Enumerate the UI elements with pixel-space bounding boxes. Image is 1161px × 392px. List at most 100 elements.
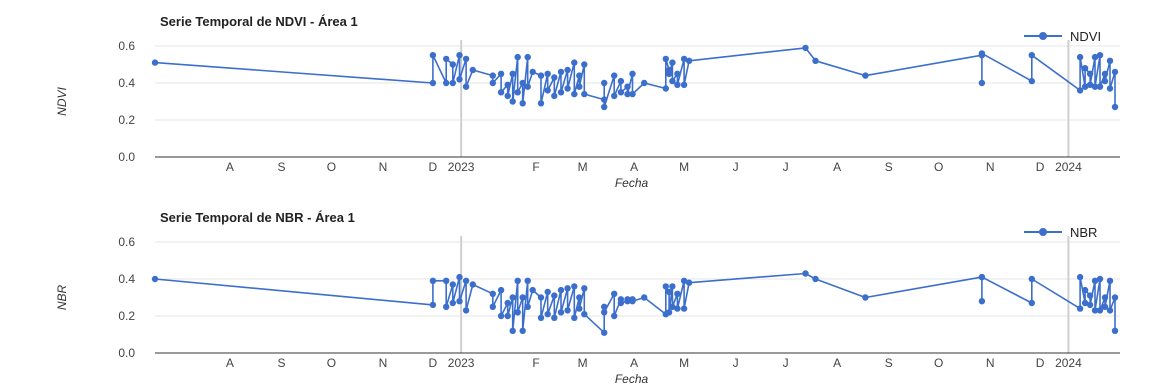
nbr-data-point (624, 296, 631, 303)
nbr-x-tick-label: M (679, 356, 689, 370)
ndvi-x-tick-label: D (429, 160, 438, 174)
ndvi-data-point (504, 81, 511, 89)
ndvi-data-point (544, 87, 551, 94)
nbr-data-point (519, 294, 526, 301)
ndvi-x-tick-label: A (630, 160, 638, 174)
ndvi-data-point (497, 70, 505, 78)
nbr-data-point (1091, 307, 1099, 314)
ndvi-x-tick-label: J (733, 160, 739, 174)
ndvi-x-tick-label: O (327, 160, 336, 174)
ndvi-data-point (429, 52, 437, 59)
ndvi-data-point (456, 76, 463, 83)
nbr-data-point (551, 292, 558, 299)
nbr-data-point (1106, 307, 1114, 314)
nbr-data-point (601, 309, 608, 316)
nbr-chart: Serie Temporal de NBR - Área 1 0.0 0.2 0.4 0… (55, 210, 1120, 386)
nbr-data-point (1091, 277, 1099, 284)
ndvi-data-point (1111, 68, 1119, 76)
ndvi-x-tick-label: N (379, 160, 388, 174)
nbr-x-tick-label: S (885, 356, 893, 370)
nbr-data-point (1081, 286, 1089, 294)
nbr-x-tick-label: D (1036, 356, 1045, 370)
nbr-data-point (680, 277, 688, 284)
ndvi-data-point (571, 90, 578, 98)
nbr-data-point (524, 277, 531, 284)
nbr-data-point (497, 312, 505, 320)
ndvi-data-point (529, 68, 536, 76)
nbr-data-point (674, 290, 681, 297)
ndvi-x-tick-label: S (277, 160, 285, 174)
ndvi-data-point (1028, 77, 1036, 85)
nbr-data-point (978, 298, 986, 305)
nbr-data-point (685, 279, 693, 286)
ndvi-data-point (151, 59, 159, 66)
ndvi-data-point (524, 83, 531, 90)
ndvi-data-point (601, 79, 608, 87)
nbr-data-point (611, 312, 618, 320)
ndvi-data-point (551, 92, 558, 100)
nbr-y-tick-label: 0.4 (118, 272, 135, 286)
nbr-chart-panel: Serie Temporal de NBR - Área 1 0.0 0.2 0.4 0… (0, 196, 1161, 392)
ndvi-data-point (812, 57, 819, 64)
nbr-data-point (449, 281, 456, 288)
ndvi-data-point (617, 77, 625, 85)
nbr-legend-label: NBR (1070, 225, 1097, 240)
nbr-x-tick-label: O (327, 356, 336, 370)
ndvi-data-point (1028, 52, 1036, 59)
ndvi-data-point (489, 79, 496, 87)
ndvi-x-tick-label: F (532, 160, 539, 174)
nbr-data-point (509, 327, 516, 334)
ndvi-chart: Serie Temporal de NDVI - Área 1 0.0 0.2 0.4… (55, 14, 1120, 190)
nbr-data-point (1028, 299, 1036, 307)
ndvi-data-point (497, 89, 505, 96)
nbr-data-point (529, 286, 536, 294)
ndvi-chart-panel: Serie Temporal de NDVI - Área 1 0.0 0.2 0.4… (55, 14, 1120, 190)
nbr-x-tick-label: A (630, 356, 638, 370)
ndvi-data-point (617, 89, 625, 96)
ndvi-data-point (456, 52, 463, 59)
nbr-x-tick-label: F (532, 356, 539, 370)
ndvi-data-point (665, 70, 673, 78)
nbr-data-point (557, 286, 565, 294)
ndvi-data-point (1101, 77, 1109, 85)
ndvi-data-point (1086, 81, 1094, 89)
nbr-data-point (1101, 303, 1109, 310)
ndvi-data-point (662, 85, 669, 92)
ndvi-data-point (581, 61, 588, 68)
ndvi-data-point (449, 61, 456, 68)
ndvi-legend-marker (1039, 32, 1047, 40)
ndvi-chart-title: Serie Temporal de NDVI - Área 1 (160, 14, 358, 29)
ndvi-data-point (449, 79, 456, 87)
nbr-data-point (429, 301, 437, 309)
ndvi-data-point (674, 70, 681, 78)
ndvi-x-tick-label: N (986, 160, 995, 174)
nbr-data-point (1096, 275, 1104, 283)
nbr-data-point (509, 294, 516, 301)
nbr-data-point (557, 309, 565, 316)
ndvi-data-point (551, 74, 558, 81)
ndvi-y-tick-label: 0.6 (118, 39, 135, 53)
nbr-data-point (576, 305, 583, 312)
nbr-data-point (1096, 307, 1104, 314)
nbr-data-point (571, 314, 578, 321)
nbr-data-point (680, 305, 688, 312)
nbr-x-tick-label: N (986, 356, 995, 370)
ndvi-data-point (524, 53, 531, 61)
nbr-data-point (519, 327, 526, 334)
nbr-data-point (1076, 305, 1084, 312)
ndvi-data-point (629, 90, 636, 98)
nbr-data-point (665, 288, 673, 296)
ndvi-x-tick-label: M (679, 160, 689, 174)
ndvi-x-tick-label: D (1036, 160, 1045, 174)
nbr-data-point (564, 307, 571, 314)
ndvi-data-point (978, 79, 986, 87)
ndvi-data-point (641, 79, 648, 87)
ndvi-data-point (1111, 103, 1119, 111)
ndvi-data-point (443, 55, 450, 63)
ndvi-data-point (564, 85, 571, 92)
ndvi-data-point (557, 68, 565, 76)
ndvi-data-point (1081, 83, 1089, 90)
ndvi-data-point (1101, 70, 1109, 78)
nbr-data-point (1028, 275, 1036, 283)
nbr-data-point (662, 283, 669, 290)
